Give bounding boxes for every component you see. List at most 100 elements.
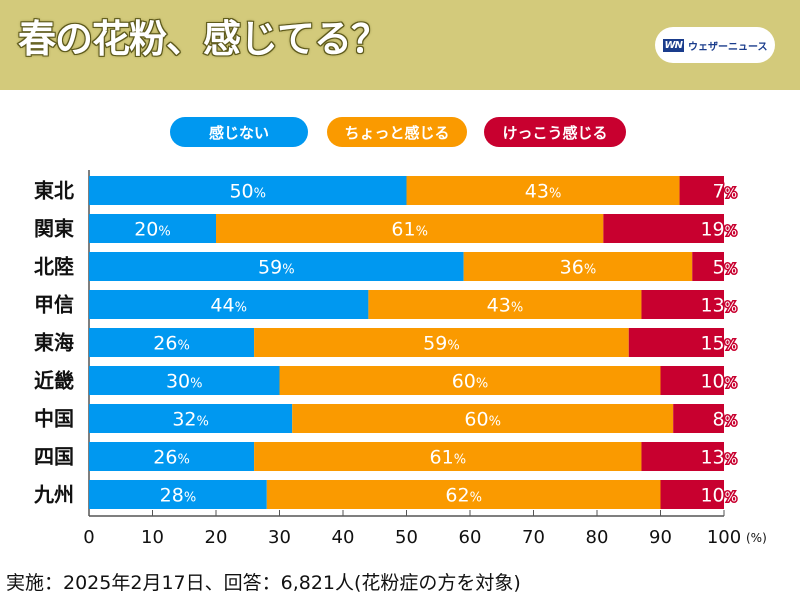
bar-segment	[463, 252, 693, 281]
bar-segment	[89, 442, 255, 471]
data-label-unit: %	[197, 415, 209, 430]
data-label: 28%	[160, 485, 197, 507]
data-label-value: 32	[172, 409, 196, 431]
data-label: 8%	[713, 409, 737, 431]
legend-item-feel-a-lot: けっこう感じる	[484, 117, 626, 147]
bar-segment	[628, 328, 724, 357]
x-tick-label: 10	[141, 527, 164, 548]
data-label-value: 43	[487, 295, 511, 317]
category-label: 近畿	[34, 369, 74, 393]
chart-legend: 感じない ちょっと感じる けっこう感じる	[0, 117, 800, 147]
bar-segment	[673, 404, 724, 433]
data-label-unit: %	[184, 491, 196, 506]
data-label: 44%	[210, 295, 247, 317]
bar-segment	[660, 366, 724, 395]
data-label-unit: %	[725, 415, 737, 430]
data-label-value: 60	[452, 371, 476, 393]
data-label-value: 36	[560, 257, 584, 279]
data-label-unit: %	[235, 301, 247, 316]
survey-footnote: 実施：2025年2月17日、回答：6,821人(花粉症の方を対象)	[6, 572, 521, 594]
data-label: 60%	[464, 409, 501, 431]
data-label: 26%	[153, 447, 190, 469]
data-label-unit: %	[584, 263, 596, 278]
bar-segment	[89, 404, 293, 433]
data-label-unit: %	[549, 187, 561, 202]
data-label: 50%	[229, 181, 266, 203]
data-label-value: 43	[525, 181, 549, 203]
data-label-unit: %	[177, 453, 189, 468]
data-label-value: 19	[700, 219, 724, 241]
data-label-value: 50	[229, 181, 253, 203]
data-label-value: 13	[700, 295, 724, 317]
bar-segment	[641, 442, 724, 471]
data-label: 59%	[258, 257, 295, 279]
data-label-unit: %	[447, 339, 459, 354]
data-label: 15%	[700, 333, 737, 355]
bar-segment	[266, 480, 661, 509]
data-label: 60%	[452, 371, 489, 393]
x-axis-unit: (%)	[746, 531, 767, 545]
category-label: 北陸	[34, 255, 74, 279]
data-label: 61%	[391, 219, 428, 241]
bar-segment	[603, 214, 724, 243]
data-label: 13%	[700, 295, 737, 317]
data-label-unit: %	[416, 225, 428, 240]
data-label-unit: %	[470, 491, 482, 506]
data-label-unit: %	[725, 225, 737, 240]
x-tick-label: 50	[395, 527, 418, 548]
legend-label: 感じない	[208, 123, 269, 142]
data-label-value: 61	[430, 447, 454, 469]
data-label-unit: %	[158, 225, 170, 240]
data-label-value: 28	[160, 485, 184, 507]
data-label: 43%	[525, 181, 562, 203]
data-label-value: 61	[391, 219, 415, 241]
data-label-value: 62	[445, 485, 469, 507]
legend-label: けっこう感じる	[502, 123, 608, 142]
brand-badge: WN ウェザーニュース	[655, 27, 775, 63]
bar-segment	[216, 214, 604, 243]
data-label: 5%	[713, 257, 737, 279]
bar-segment	[254, 328, 629, 357]
data-label-unit: %	[725, 453, 737, 468]
data-label-unit: %	[725, 491, 737, 506]
data-label: 7%	[713, 181, 737, 203]
data-label-value: 60	[464, 409, 488, 431]
category-label: 東北	[34, 179, 74, 203]
data-label-value: 10	[700, 371, 724, 393]
x-tick-label: 30	[268, 527, 291, 548]
bar-segment	[89, 328, 255, 357]
bar-segment	[89, 366, 280, 395]
data-label-value: 15	[700, 333, 724, 355]
bar-segment	[292, 404, 674, 433]
brand-name: ウェザーニュース	[687, 41, 768, 53]
data-label: 36%	[560, 257, 597, 279]
data-label-unit: %	[190, 377, 202, 392]
bar-segment	[641, 290, 724, 319]
bar-segment	[660, 480, 724, 509]
data-label-value: 30	[166, 371, 190, 393]
data-label-value: 5	[713, 257, 725, 279]
data-label-value: 13	[700, 447, 724, 469]
data-label-unit: %	[725, 339, 737, 354]
data-label: 10%	[700, 485, 737, 507]
data-label-value: 26	[153, 333, 177, 355]
x-tick-label: 60	[459, 527, 482, 548]
data-label-unit: %	[725, 301, 737, 316]
legend-label: ちょっと感じる	[344, 123, 450, 142]
data-label: 43%	[487, 295, 524, 317]
data-label-unit: %	[254, 187, 266, 202]
x-tick-label: 90	[649, 527, 672, 548]
data-label-unit: %	[725, 377, 737, 392]
bar-segment	[406, 176, 680, 205]
data-label-value: 8	[713, 409, 725, 431]
bar-segment	[89, 252, 464, 281]
bar-segment	[368, 290, 642, 319]
data-label-value: 10	[700, 485, 724, 507]
header-banner: 春の花粉、感じてる？ WN ウェザーニュース	[0, 0, 800, 90]
bar-segment	[89, 214, 216, 243]
bar-segment	[679, 176, 724, 205]
category-label: 甲信	[34, 293, 74, 317]
data-label-unit: %	[725, 187, 737, 202]
x-tick-label: 70	[522, 527, 545, 548]
page-title: 春の花粉、感じてる？	[17, 16, 390, 62]
